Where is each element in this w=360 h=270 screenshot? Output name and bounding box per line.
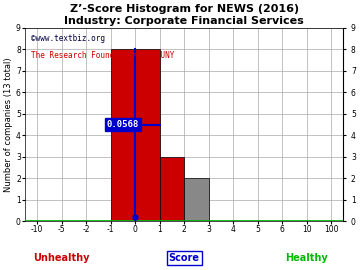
Bar xyxy=(111,49,160,221)
Y-axis label: Number of companies (13 total): Number of companies (13 total) xyxy=(4,57,13,192)
Bar xyxy=(160,157,184,221)
Text: Healthy: Healthy xyxy=(285,253,328,264)
Text: ©www.textbiz.org: ©www.textbiz.org xyxy=(31,34,105,43)
Bar xyxy=(184,178,209,221)
Text: Score: Score xyxy=(168,253,200,264)
Title: Z’-Score Histogram for NEWS (2016)
Industry: Corporate Financial Services: Z’-Score Histogram for NEWS (2016) Indus… xyxy=(64,4,304,26)
Text: Unhealthy: Unhealthy xyxy=(33,253,90,264)
Text: 0.0568: 0.0568 xyxy=(107,120,139,129)
Text: The Research Foundation of SUNY: The Research Foundation of SUNY xyxy=(31,51,175,60)
